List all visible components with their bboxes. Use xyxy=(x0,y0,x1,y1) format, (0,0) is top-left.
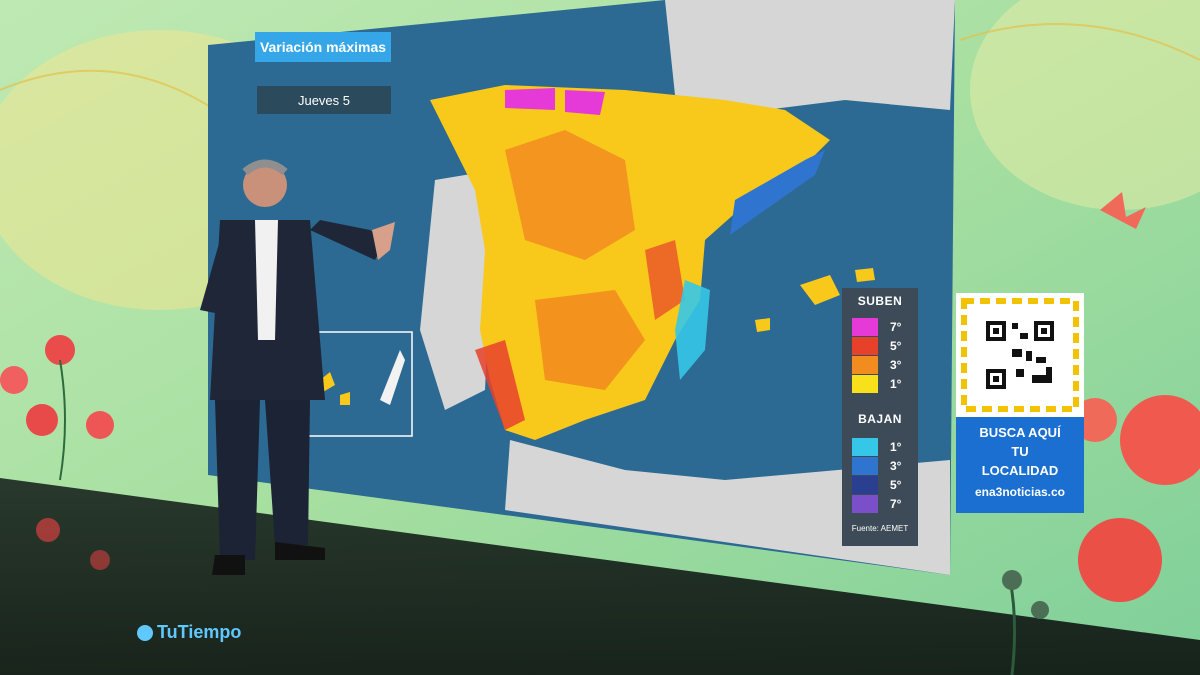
logo-text: TuTiempo xyxy=(157,622,242,642)
map-title: Variación máximas xyxy=(255,32,391,62)
legend-up-row: 7° xyxy=(852,318,901,336)
presenter xyxy=(200,159,395,575)
legend-down-swatch xyxy=(852,476,878,494)
qr-code-icon xyxy=(961,298,1079,412)
qr-text-line3: LOCALIDAD xyxy=(981,463,1059,478)
legend-up-swatch xyxy=(852,337,878,355)
france-land xyxy=(665,0,955,110)
legend-down-swatch xyxy=(852,495,878,513)
legend-up-row: 1° xyxy=(852,375,901,393)
temperature-legend: SUBEN 7° 5° 3° 1° BAJAN 1° 3° 5° 7° Fuente: AE… xyxy=(842,288,918,546)
data-source: Fuente: AEMET xyxy=(851,524,909,533)
legend-up-row: 3° xyxy=(852,356,901,374)
tutiempo-logo-icon xyxy=(137,624,153,641)
map-day: Jueves 5 xyxy=(257,86,391,114)
poppy-decoration-right xyxy=(1002,192,1200,675)
poppy-decoration-left xyxy=(0,335,114,570)
legend-down-header: BAJAN xyxy=(858,412,902,426)
legend-down-label: 3° xyxy=(890,459,902,473)
legend-down-label: 5° xyxy=(890,478,902,492)
legend-up-swatch xyxy=(852,318,878,336)
legend-down-swatch xyxy=(852,438,878,456)
legend-up-label: 7° xyxy=(890,320,902,334)
legend-up-row: 5° xyxy=(852,337,901,355)
legend-up-swatch xyxy=(852,375,878,393)
africa-land xyxy=(505,440,950,575)
legend-down-label: 7° xyxy=(890,497,902,511)
balearic-islands xyxy=(800,275,840,305)
legend-up-label: 1° xyxy=(890,377,902,391)
qr-text-line1: BUSCA AQUÍ xyxy=(979,425,1061,440)
legend-down-row: 1° xyxy=(852,438,901,456)
channel-logo: TuTiempo xyxy=(137,622,241,643)
legend-down-label: 1° xyxy=(890,440,902,454)
qr-text-line2: TU xyxy=(1011,444,1029,459)
legend-up-swatch xyxy=(852,356,878,374)
legend-down-row: 3° xyxy=(852,457,901,475)
legend-up-label: 3° xyxy=(890,358,902,372)
legend-down-swatch xyxy=(852,457,878,475)
legend-down-row: 7° xyxy=(852,495,901,513)
legend-down-row: 5° xyxy=(852,476,901,494)
qr-card[interactable]: BUSCA AQUÍ TU LOCALIDAD ena3noticias.co xyxy=(956,293,1084,513)
weather-map xyxy=(208,0,955,575)
qr-url: ena3noticias.co xyxy=(974,485,1066,499)
legend-up-header: SUBEN xyxy=(857,294,903,308)
legend-up-label: 5° xyxy=(890,339,902,353)
